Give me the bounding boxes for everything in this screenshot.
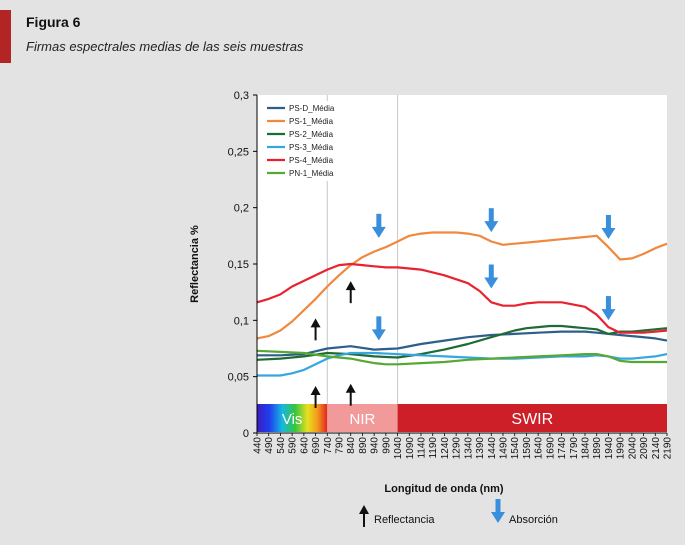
absorption-legend-label: Absorción (509, 514, 558, 526)
x-tick-label: 1290 (452, 437, 463, 460)
y-tick-label: 0,15 (228, 259, 249, 271)
y-axis-label: Reflectancia % (189, 225, 201, 303)
x-tick-label: 2090 (639, 437, 650, 460)
absorption-arrow (484, 264, 499, 289)
x-tick-label: 540 (276, 437, 287, 454)
x-tick-label: 590 (288, 437, 299, 454)
x-tick-label: 1440 (487, 437, 498, 460)
x-tick-label: 1340 (463, 437, 474, 460)
x-tick-label: 1740 (557, 437, 568, 460)
band-swir (397, 404, 667, 432)
y-tick-label: 0,3 (234, 90, 249, 102)
reflectance-arrow (310, 318, 321, 341)
y-tick-label: 0,05 (228, 372, 249, 384)
absorption-legend-arrow (491, 499, 505, 523)
x-tick-label: 440 (253, 437, 264, 454)
reflectance-legend-arrow (359, 505, 369, 527)
x-tick-label: 1140 (417, 437, 428, 459)
x-tick-label: 690 (311, 437, 322, 454)
x-tick-label: 740 (323, 437, 334, 454)
legend-label: PS-2_Média (289, 130, 334, 139)
absorption-arrow (484, 208, 499, 233)
x-tick-label: 1090 (405, 437, 416, 460)
y-tick-label: 0 (243, 428, 249, 440)
y-tick-label: 0,25 (228, 146, 249, 158)
legend-box (263, 101, 343, 181)
x-tick-label: 1540 (510, 437, 521, 460)
reflectance-legend-label: Reflectancia (374, 514, 435, 526)
figure-title: Firmas espectrales medias de las seis mu… (26, 39, 304, 54)
absorption-arrow (601, 296, 616, 321)
band-nir (327, 404, 398, 432)
y-tick-label: 0,2 (234, 203, 249, 215)
absorption-arrow (371, 213, 386, 238)
x-tick-label: 1640 (534, 437, 545, 460)
x-tick-label: 2190 (663, 437, 674, 460)
x-tick-label: 1990 (616, 437, 627, 460)
x-axis-label: Longitud de onda (nm) (384, 483, 503, 495)
arrow-legend: Reflectancia Absorción (359, 499, 558, 527)
series-line (256, 231, 668, 340)
x-tick-label: 1040 (393, 437, 404, 460)
x-tick-label: 890 (358, 437, 369, 454)
x-tick-label: 640 (299, 437, 310, 454)
x-tick-label: 1190 (428, 437, 439, 459)
reflectance-arrow (345, 383, 356, 406)
legend-label: PS-3_Média (289, 143, 334, 152)
x-tick-label: 1940 (604, 437, 615, 460)
legend-label: PS-D_Média (289, 104, 335, 113)
x-tick-label: 2140 (651, 437, 662, 460)
series-line (256, 262, 668, 334)
band-label: SWIR (511, 411, 553, 428)
x-tick-label: 990 (381, 437, 392, 454)
x-tick-label: 790 (335, 437, 346, 454)
band-label: Vis (282, 411, 303, 428)
x-tick-label: 840 (346, 437, 357, 454)
x-tick-label: 1890 (592, 437, 603, 460)
x-tick-label: 490 (264, 437, 275, 454)
x-tick-label: 940 (370, 437, 381, 454)
x-tick-label: 1790 (569, 437, 580, 460)
legend: PS-D_Média PS-1_Média PS-2_Média PS-3_Média… (267, 104, 335, 178)
figure-accent-bar (0, 10, 11, 63)
absorption-arrow (371, 316, 386, 341)
x-tick-label: 1690 (545, 437, 556, 460)
legend-label: PS-1_Média (289, 117, 334, 126)
band-label: NIR (350, 411, 376, 428)
band-vis (257, 404, 328, 432)
legend-label: PS-4_Média (289, 156, 334, 165)
series-line (256, 349, 667, 366)
reflectance-arrow (345, 281, 356, 304)
x-tick-label: 1840 (581, 437, 592, 460)
legend-label: PN-1_Média (289, 169, 334, 178)
y-tick-label: 0,1 (234, 315, 249, 327)
x-tick-label: 1390 (475, 437, 486, 460)
x-tick-label: 1490 (499, 437, 510, 460)
figure-label: Figura 6 (26, 14, 81, 30)
series-line (257, 330, 668, 357)
reflectance-arrow (310, 385, 321, 408)
x-tick-label: 2040 (627, 437, 638, 460)
absorption-arrow (601, 214, 616, 239)
x-tick-label: 1240 (440, 437, 451, 460)
x-tick-label: 1590 (522, 437, 533, 460)
